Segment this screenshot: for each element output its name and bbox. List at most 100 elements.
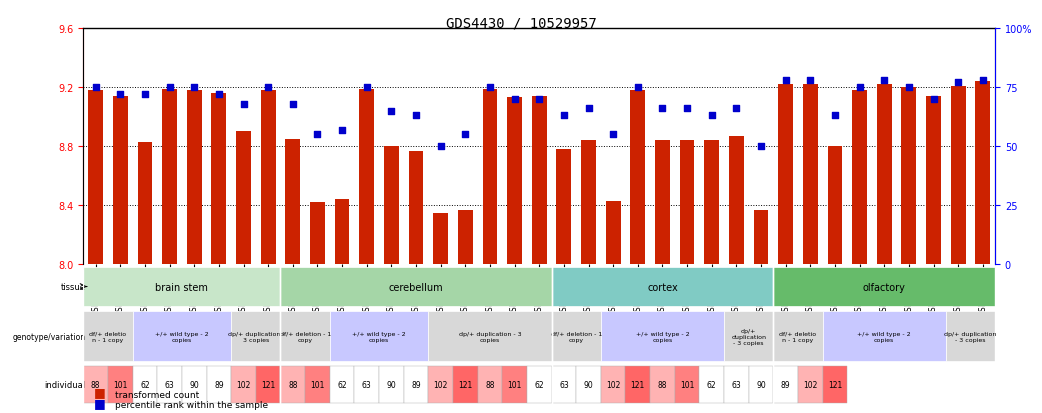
Point — [185, 85, 202, 91]
Text: 89: 89 — [412, 380, 421, 389]
Text: 62: 62 — [706, 380, 717, 389]
FancyBboxPatch shape — [576, 366, 601, 403]
Text: transformed count: transformed count — [115, 389, 199, 399]
Text: tissue: tissue — [60, 282, 85, 291]
Bar — [433, 213, 448, 265]
Text: 101: 101 — [507, 380, 522, 389]
Point — [703, 113, 720, 119]
FancyBboxPatch shape — [354, 366, 379, 403]
FancyBboxPatch shape — [83, 366, 108, 403]
Text: 62: 62 — [338, 380, 347, 389]
Bar — [89, 91, 103, 265]
Point — [162, 85, 178, 91]
Point — [481, 85, 498, 91]
Bar — [163, 89, 177, 265]
Bar — [212, 94, 226, 265]
Bar — [827, 147, 842, 265]
FancyBboxPatch shape — [551, 366, 576, 403]
FancyBboxPatch shape — [773, 267, 995, 307]
Bar — [311, 203, 325, 265]
FancyBboxPatch shape — [157, 366, 182, 403]
Bar — [679, 141, 694, 265]
FancyBboxPatch shape — [83, 267, 280, 307]
Text: 63: 63 — [362, 380, 372, 389]
FancyBboxPatch shape — [822, 312, 946, 361]
Bar — [286, 140, 300, 265]
Text: 90: 90 — [584, 380, 593, 389]
Point — [752, 143, 769, 150]
Point — [235, 101, 252, 108]
Text: df/+ deletion - 1
copy: df/+ deletion - 1 copy — [279, 331, 330, 342]
Point — [284, 101, 301, 108]
Point — [88, 85, 104, 91]
Point — [358, 85, 375, 91]
Text: 63: 63 — [559, 380, 569, 389]
Text: dp/+ duplication
- 3 copies: dp/+ duplication - 3 copies — [944, 331, 996, 342]
Point — [432, 143, 449, 150]
Bar — [237, 132, 251, 265]
Bar — [975, 82, 990, 265]
Bar — [408, 151, 423, 265]
Bar — [113, 97, 128, 265]
Point — [974, 78, 991, 84]
Text: +/+ wild type - 2
copies: +/+ wild type - 2 copies — [858, 331, 911, 342]
Point — [728, 106, 745, 112]
Point — [678, 106, 695, 112]
Text: GDS4430 / 10529957: GDS4430 / 10529957 — [446, 17, 596, 31]
FancyBboxPatch shape — [132, 312, 231, 361]
Bar — [260, 91, 275, 265]
Text: dp/+
duplication
- 3 copies: dp/+ duplication - 3 copies — [731, 328, 766, 345]
Text: +/+ wild type - 2
copies: +/+ wild type - 2 copies — [155, 331, 208, 342]
FancyBboxPatch shape — [551, 312, 601, 361]
Point — [900, 85, 917, 91]
FancyBboxPatch shape — [280, 312, 329, 361]
Text: +/+ wild type - 2
copies: +/+ wild type - 2 copies — [636, 331, 689, 342]
FancyBboxPatch shape — [428, 312, 551, 361]
FancyBboxPatch shape — [329, 312, 428, 361]
Point — [629, 85, 646, 91]
FancyBboxPatch shape — [601, 366, 625, 403]
FancyBboxPatch shape — [749, 366, 773, 403]
Bar — [778, 85, 793, 265]
Point — [580, 106, 597, 112]
Bar — [359, 89, 374, 265]
Bar — [950, 86, 966, 265]
Point — [259, 85, 276, 91]
Bar — [876, 85, 892, 265]
Text: ■: ■ — [94, 396, 105, 409]
Text: cortex: cortex — [647, 282, 677, 292]
FancyBboxPatch shape — [477, 366, 502, 403]
Bar — [581, 141, 596, 265]
Point — [309, 132, 326, 138]
Text: 62: 62 — [535, 380, 544, 389]
FancyBboxPatch shape — [108, 366, 132, 403]
Point — [802, 78, 819, 84]
Bar — [138, 142, 152, 265]
Text: 121: 121 — [630, 380, 645, 389]
FancyBboxPatch shape — [231, 366, 256, 403]
Text: 90: 90 — [756, 380, 766, 389]
Bar — [852, 91, 867, 265]
FancyBboxPatch shape — [231, 312, 280, 361]
Point — [210, 92, 227, 98]
Text: 62: 62 — [141, 380, 150, 389]
FancyBboxPatch shape — [132, 366, 157, 403]
Point — [925, 96, 942, 103]
FancyBboxPatch shape — [305, 366, 329, 403]
Point — [137, 92, 153, 98]
Point — [604, 132, 621, 138]
Point — [457, 132, 474, 138]
FancyBboxPatch shape — [650, 366, 675, 403]
Text: df/+ deletion - 1
copy: df/+ deletion - 1 copy — [550, 331, 602, 342]
Bar — [753, 210, 768, 265]
FancyBboxPatch shape — [379, 366, 403, 403]
FancyBboxPatch shape — [280, 267, 551, 307]
Text: 102: 102 — [606, 380, 620, 389]
Text: 88: 88 — [658, 380, 667, 389]
Bar — [384, 147, 399, 265]
FancyBboxPatch shape — [946, 312, 995, 361]
FancyBboxPatch shape — [773, 366, 798, 403]
FancyBboxPatch shape — [329, 366, 354, 403]
Text: 89: 89 — [214, 380, 224, 389]
Point — [407, 113, 424, 119]
